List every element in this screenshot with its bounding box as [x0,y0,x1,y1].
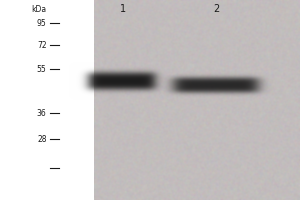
Text: 28: 28 [37,134,46,144]
Text: 95: 95 [37,19,46,27]
Text: 72: 72 [37,40,46,49]
Text: 2: 2 [213,4,219,14]
Text: 36: 36 [37,108,46,117]
Text: 1: 1 [120,4,126,14]
Text: 55: 55 [37,64,46,73]
Text: kDa: kDa [32,4,46,14]
